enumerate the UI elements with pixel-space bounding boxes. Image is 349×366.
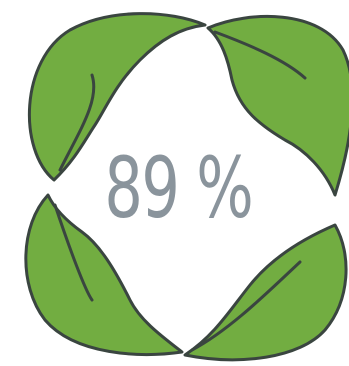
leaf-top-right-icon	[206, 14, 349, 197]
percentage-value-label: 89 %	[104, 139, 253, 237]
leaf-bottom-left-icon	[24, 193, 184, 356]
leaf-bottom-right-icon	[183, 223, 348, 362]
leaf-top-left-icon	[27, 12, 207, 182]
